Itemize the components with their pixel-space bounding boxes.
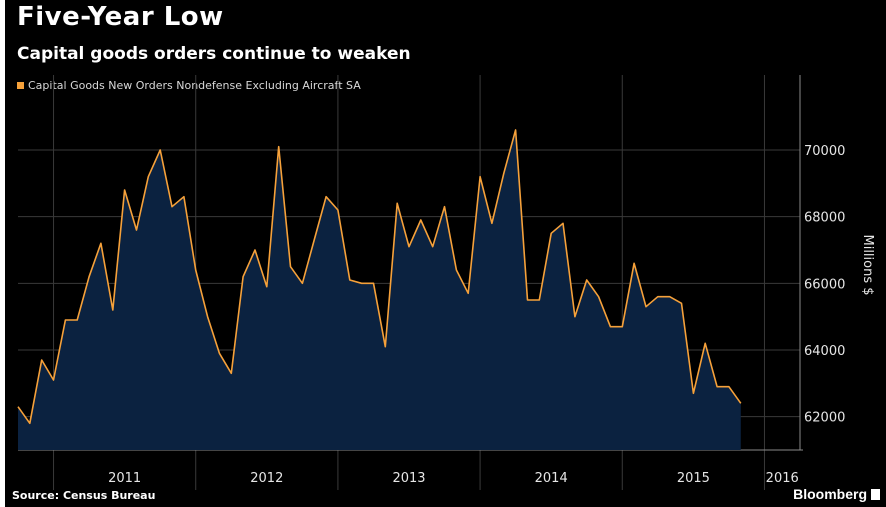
series-area — [18, 130, 741, 450]
x-tick-label: 2016 — [766, 471, 799, 486]
y-tick-label: 70000 — [804, 144, 845, 159]
x-tick-label: 2013 — [392, 471, 425, 486]
source-note: Source: Census Bureau — [12, 489, 156, 502]
x-tick-label: 2011 — [108, 471, 141, 486]
y-tick-label: 62000 — [804, 411, 845, 426]
legend: Capital Goods New Orders Nondefense Excl… — [17, 79, 361, 92]
legend-label: Capital Goods New Orders Nondefense Excl… — [28, 79, 361, 92]
brand-name: Bloomberg — [793, 486, 867, 502]
brand-logo: Bloomberg — [793, 486, 880, 502]
chart-title: Five-Year Low — [17, 2, 224, 32]
y-tick-label: 68000 — [804, 211, 845, 226]
y-axis-label: Millions $ — [860, 234, 875, 295]
series-line — [17, 129, 742, 425]
y-tick-label: 66000 — [804, 277, 845, 292]
brand-mark-icon — [871, 488, 880, 500]
x-tick-label: 2014 — [535, 471, 568, 486]
legend-swatch — [17, 82, 24, 89]
x-tick-label: 2015 — [677, 471, 710, 486]
x-tick-label: 2012 — [250, 471, 283, 486]
chart-subtitle: Capital goods orders continue to weaken — [17, 44, 411, 64]
y-tick-label: 64000 — [804, 344, 845, 359]
